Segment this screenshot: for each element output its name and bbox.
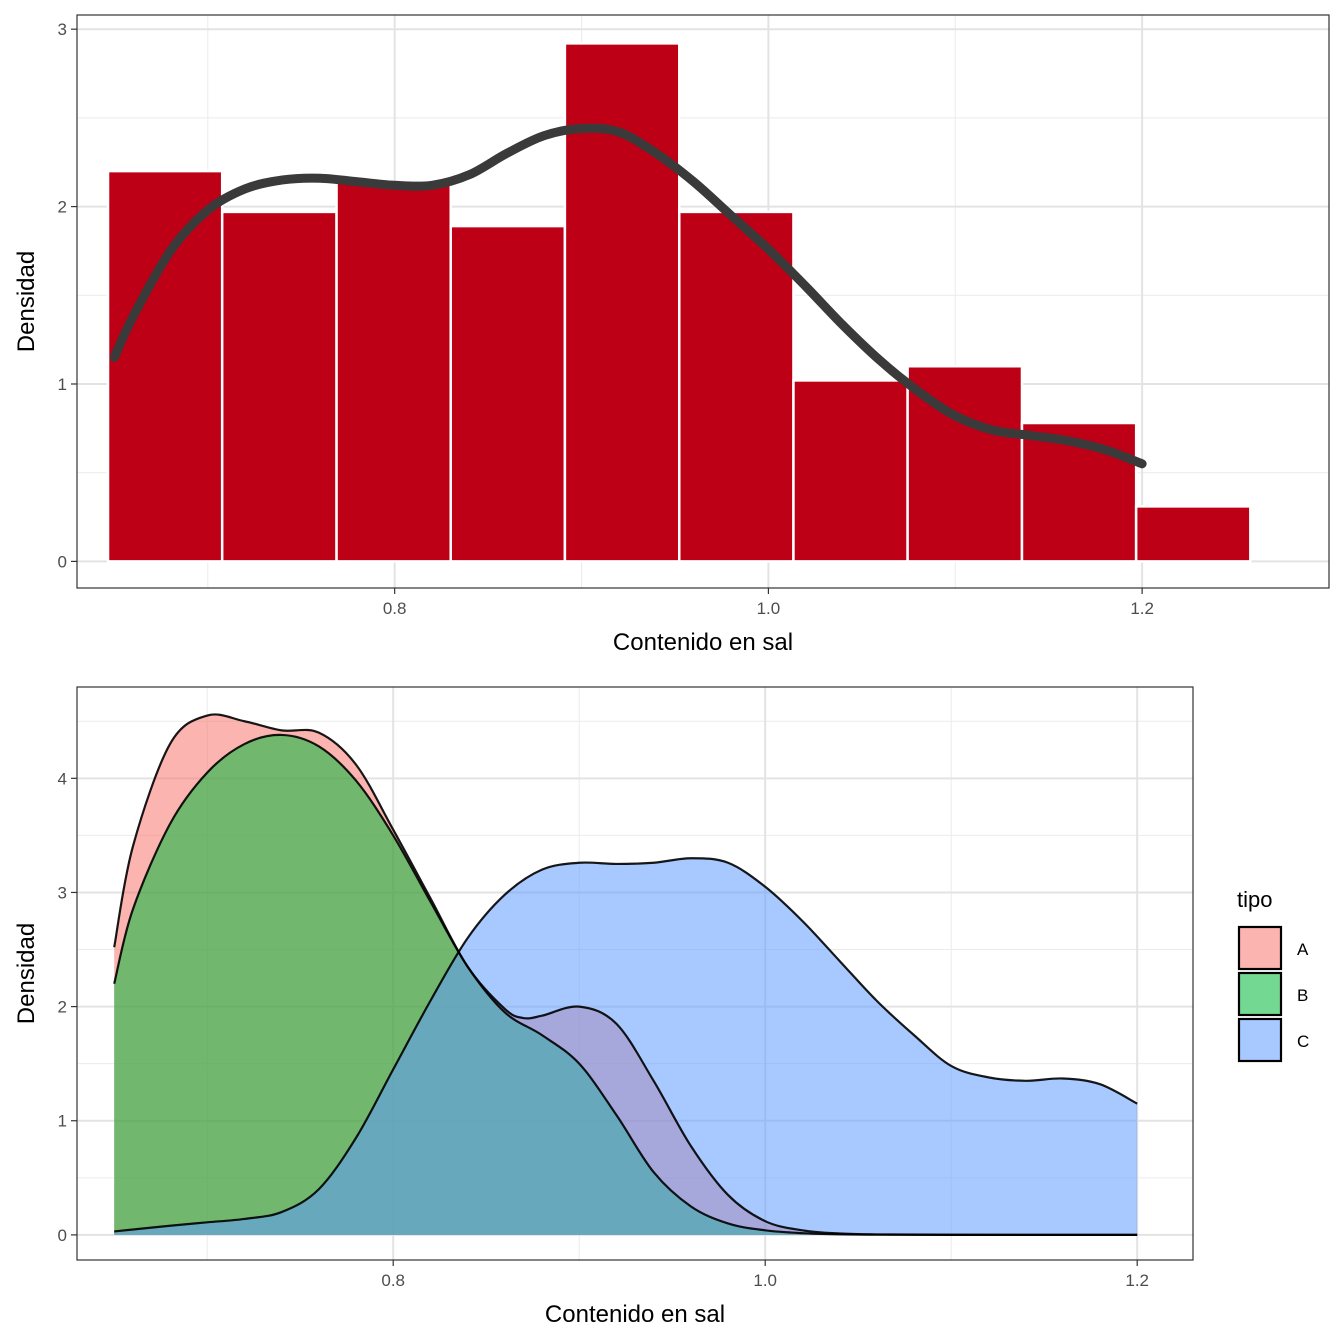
- y-axis-title: Densidad: [13, 923, 40, 1024]
- histogram-bar: [220, 210, 338, 563]
- histogram-bar: [563, 42, 681, 563]
- y-tick-label: 0: [58, 552, 67, 571]
- x-axis-ticks: 0.8 1.0 1.2: [383, 588, 1154, 618]
- x-tick-label: 1.2: [1125, 1271, 1149, 1290]
- y-tick-label: 0: [58, 1226, 67, 1245]
- histogram-bar: [335, 180, 452, 563]
- y-tick-label: 2: [58, 998, 67, 1017]
- panel-border: [76, 14, 1330, 589]
- x-axis-title: Contenido en sal: [613, 629, 793, 656]
- density-outline-C: [114, 857, 1138, 1233]
- y-axis-ticks: 0 1 2 3: [58, 20, 77, 571]
- y-tick-label: 1: [58, 375, 67, 394]
- x-tick-label: 1.2: [1130, 599, 1154, 618]
- density-areas: [113, 713, 1138, 1237]
- x-axis-ticks: 0.8 1.0 1.2: [381, 1260, 1149, 1290]
- histogram-bar: [106, 169, 224, 563]
- y-tick-label: 3: [58, 883, 67, 902]
- histogram-panel: 0.8 1.0 1.2 0 1 2 3 Contenido en sal Densidad: [13, 14, 1330, 656]
- legend-label: B: [1297, 986, 1308, 1005]
- density-outline-B: [113, 733, 1138, 1237]
- y-tick-label: 1: [58, 1112, 67, 1131]
- histogram-bar: [678, 210, 795, 563]
- density-area-B: [114, 734, 1138, 1235]
- x-tick-label: 0.8: [381, 1271, 405, 1290]
- legend: tipo A B C: [1237, 887, 1309, 1063]
- histogram-bar: [1134, 505, 1252, 563]
- histogram-bar: [449, 224, 567, 563]
- y-tick-label: 4: [58, 769, 67, 788]
- y-axis-ticks: 0 1 2 3 4: [58, 769, 77, 1245]
- y-axis-title: Densidad: [13, 251, 40, 352]
- legend-items: A B C: [1237, 925, 1309, 1063]
- density-area-C: [114, 858, 1138, 1235]
- legend-key-A: [1237, 925, 1283, 971]
- y-tick-label: 2: [58, 198, 67, 217]
- legend-key-B: [1237, 971, 1283, 1017]
- x-tick-label: 1.0: [757, 599, 781, 618]
- x-tick-label: 0.8: [383, 599, 407, 618]
- y-tick-label: 3: [58, 20, 67, 39]
- legend-key-C: [1237, 1017, 1283, 1063]
- panel-border: [76, 686, 1194, 1261]
- legend-title: tipo: [1237, 887, 1272, 912]
- density-panel: 0.8 1.0 1.2 0 1 2 3 4 Contenido en sal Densida…: [13, 686, 1194, 1328]
- histogram-bars: [106, 42, 1252, 563]
- x-axis-title: Contenido en sal: [545, 1301, 725, 1328]
- legend-label: C: [1297, 1032, 1309, 1051]
- legend-label: A: [1297, 940, 1309, 959]
- histogram-bar: [792, 379, 909, 563]
- x-tick-label: 1.0: [753, 1271, 777, 1290]
- density-curve: [109, 123, 1147, 469]
